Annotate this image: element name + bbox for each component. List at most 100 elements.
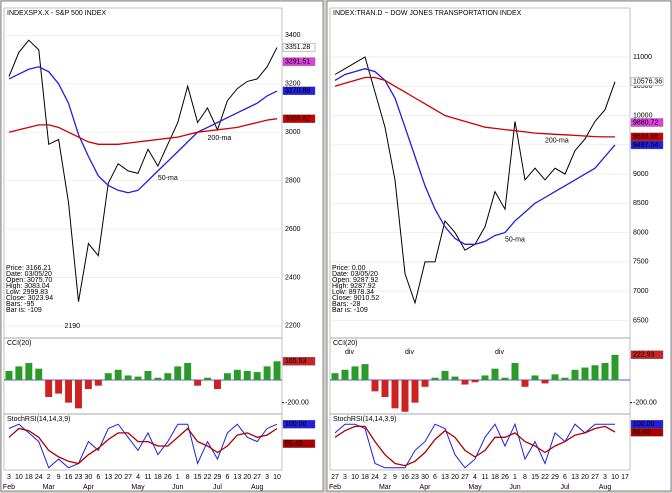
x-tick-label: 15 <box>531 474 539 481</box>
cci-bar <box>411 380 419 403</box>
y-tick-label: 3000 <box>285 129 301 136</box>
value-tag-label: 9497.54 <box>633 142 658 149</box>
y-tick-label: 6500 <box>633 317 649 324</box>
series-label: 50-ma <box>158 175 178 182</box>
cci-bar <box>551 374 559 380</box>
pane-title: CCI(20) <box>7 340 32 347</box>
x-tick-label: 13 <box>104 474 112 481</box>
x-tick-label: 20 <box>451 474 459 481</box>
x-tick-label: 17 <box>621 474 629 481</box>
series-label: 50-ma <box>505 236 525 243</box>
month-label: May <box>468 484 482 491</box>
pane-frame <box>3 413 283 471</box>
cci-bar <box>25 363 33 380</box>
series-line <box>8 118 278 145</box>
cci-bar <box>253 372 261 380</box>
cci-bar <box>481 375 489 380</box>
value-tag <box>282 439 316 448</box>
x-tick-label: 27 <box>591 474 599 481</box>
pane-title: INDEX:TRAN.D ~ DOW JONES TRANSPORTATION … <box>333 10 522 17</box>
value-tag-label: 9880.72 <box>633 119 658 126</box>
cci-bar <box>461 380 469 385</box>
x-tick-label: 10 <box>15 474 23 481</box>
x-tick-label: 30 <box>84 474 92 481</box>
cci-bar <box>381 380 389 397</box>
pane-title: StochRSI(14,14,3,9) <box>7 416 70 423</box>
value-tag-label: 81.62 <box>633 429 651 436</box>
x-tick-label: 24 <box>35 474 43 481</box>
cci-bar <box>451 376 459 380</box>
value-tag <box>282 57 316 66</box>
info-line: Bar is: -109 <box>332 307 368 314</box>
value-tag-label: 55.43 <box>285 440 303 447</box>
value-tag-label: 3291.51 <box>285 58 310 65</box>
y-tick-label: 2800 <box>285 177 301 184</box>
value-tag-label: 165.53 <box>285 358 307 365</box>
cci-bar <box>45 380 53 397</box>
x-tick-label: 3 <box>343 474 347 481</box>
cci-bar <box>351 366 359 380</box>
value-tag-label: 222.93 <box>633 352 655 359</box>
x-tick-label: 1 <box>176 474 180 481</box>
info-line: Open: 3075.70 <box>6 277 52 284</box>
info-line: Price: 0.00 <box>332 265 366 272</box>
cci-bar <box>184 363 192 380</box>
info-line: Close: 3023.94 <box>6 295 53 302</box>
cci-bar <box>541 380 549 384</box>
annotation: 2190 <box>64 323 80 330</box>
pane-frame <box>329 413 631 471</box>
cci-bar <box>134 376 142 380</box>
x-tick-label: 22 <box>541 474 549 481</box>
cci-bar <box>74 380 82 409</box>
month-label: Jul <box>213 484 222 491</box>
value-tag <box>282 114 316 123</box>
value-tag <box>282 86 316 96</box>
value-tag-label: 100.00 <box>285 421 307 428</box>
month-label: Feb <box>3 484 15 491</box>
x-tick-label: 4 <box>473 474 477 481</box>
x-tick-label: 13 <box>233 474 241 481</box>
cci-bar <box>611 354 619 380</box>
x-tick-label: 16 <box>65 474 73 481</box>
x-tick-label: 18 <box>25 474 33 481</box>
x-tick-label: 1 <box>513 474 517 481</box>
month-label: Apr <box>420 484 432 491</box>
series-line <box>8 427 278 465</box>
annotation: div <box>405 349 414 356</box>
month-label: Feb <box>329 484 341 491</box>
value-tag-label: 100.00 <box>633 421 655 428</box>
x-tick-label: 26 <box>501 474 509 481</box>
y-tick-label: 7000 <box>633 288 649 295</box>
info-line: Price: 3166.21 <box>6 265 51 272</box>
cci-bar <box>114 369 122 380</box>
y-tick-label: 3400 <box>285 32 301 39</box>
cci-bar <box>361 364 369 380</box>
cci-bar <box>511 363 519 380</box>
month-label: Aug <box>599 484 612 491</box>
series-label: 200-ma <box>545 138 569 145</box>
cci-bar <box>601 363 609 380</box>
value-tag <box>630 77 664 86</box>
x-tick-label: 13 <box>571 474 579 481</box>
cci-bar <box>55 380 63 394</box>
series-line <box>334 68 616 245</box>
pane-title: StochRSI(14,14,3,9) <box>333 416 396 423</box>
x-tick-label: 10 <box>273 474 281 481</box>
x-tick-label: 2 <box>383 474 387 481</box>
value-tag <box>630 428 664 437</box>
info-line: Open: 9287.92 <box>332 277 378 284</box>
y-tick-label: 8000 <box>633 229 649 236</box>
x-tick-label: 6 <box>96 474 100 481</box>
cci-bar <box>571 369 579 380</box>
x-tick-label: 24 <box>371 474 379 481</box>
y-tick-label: 7500 <box>633 259 649 266</box>
cci-bar <box>501 377 509 380</box>
info-line: Close: 9010.52 <box>332 295 379 302</box>
value-tag <box>282 419 316 429</box>
x-tick-label: 27 <box>124 474 132 481</box>
annotation: div <box>495 349 504 356</box>
cci-bar <box>331 373 339 380</box>
x-tick-label: 3 <box>265 474 269 481</box>
cci-bar <box>35 368 43 380</box>
y-tick-label: 9000 <box>633 171 649 178</box>
